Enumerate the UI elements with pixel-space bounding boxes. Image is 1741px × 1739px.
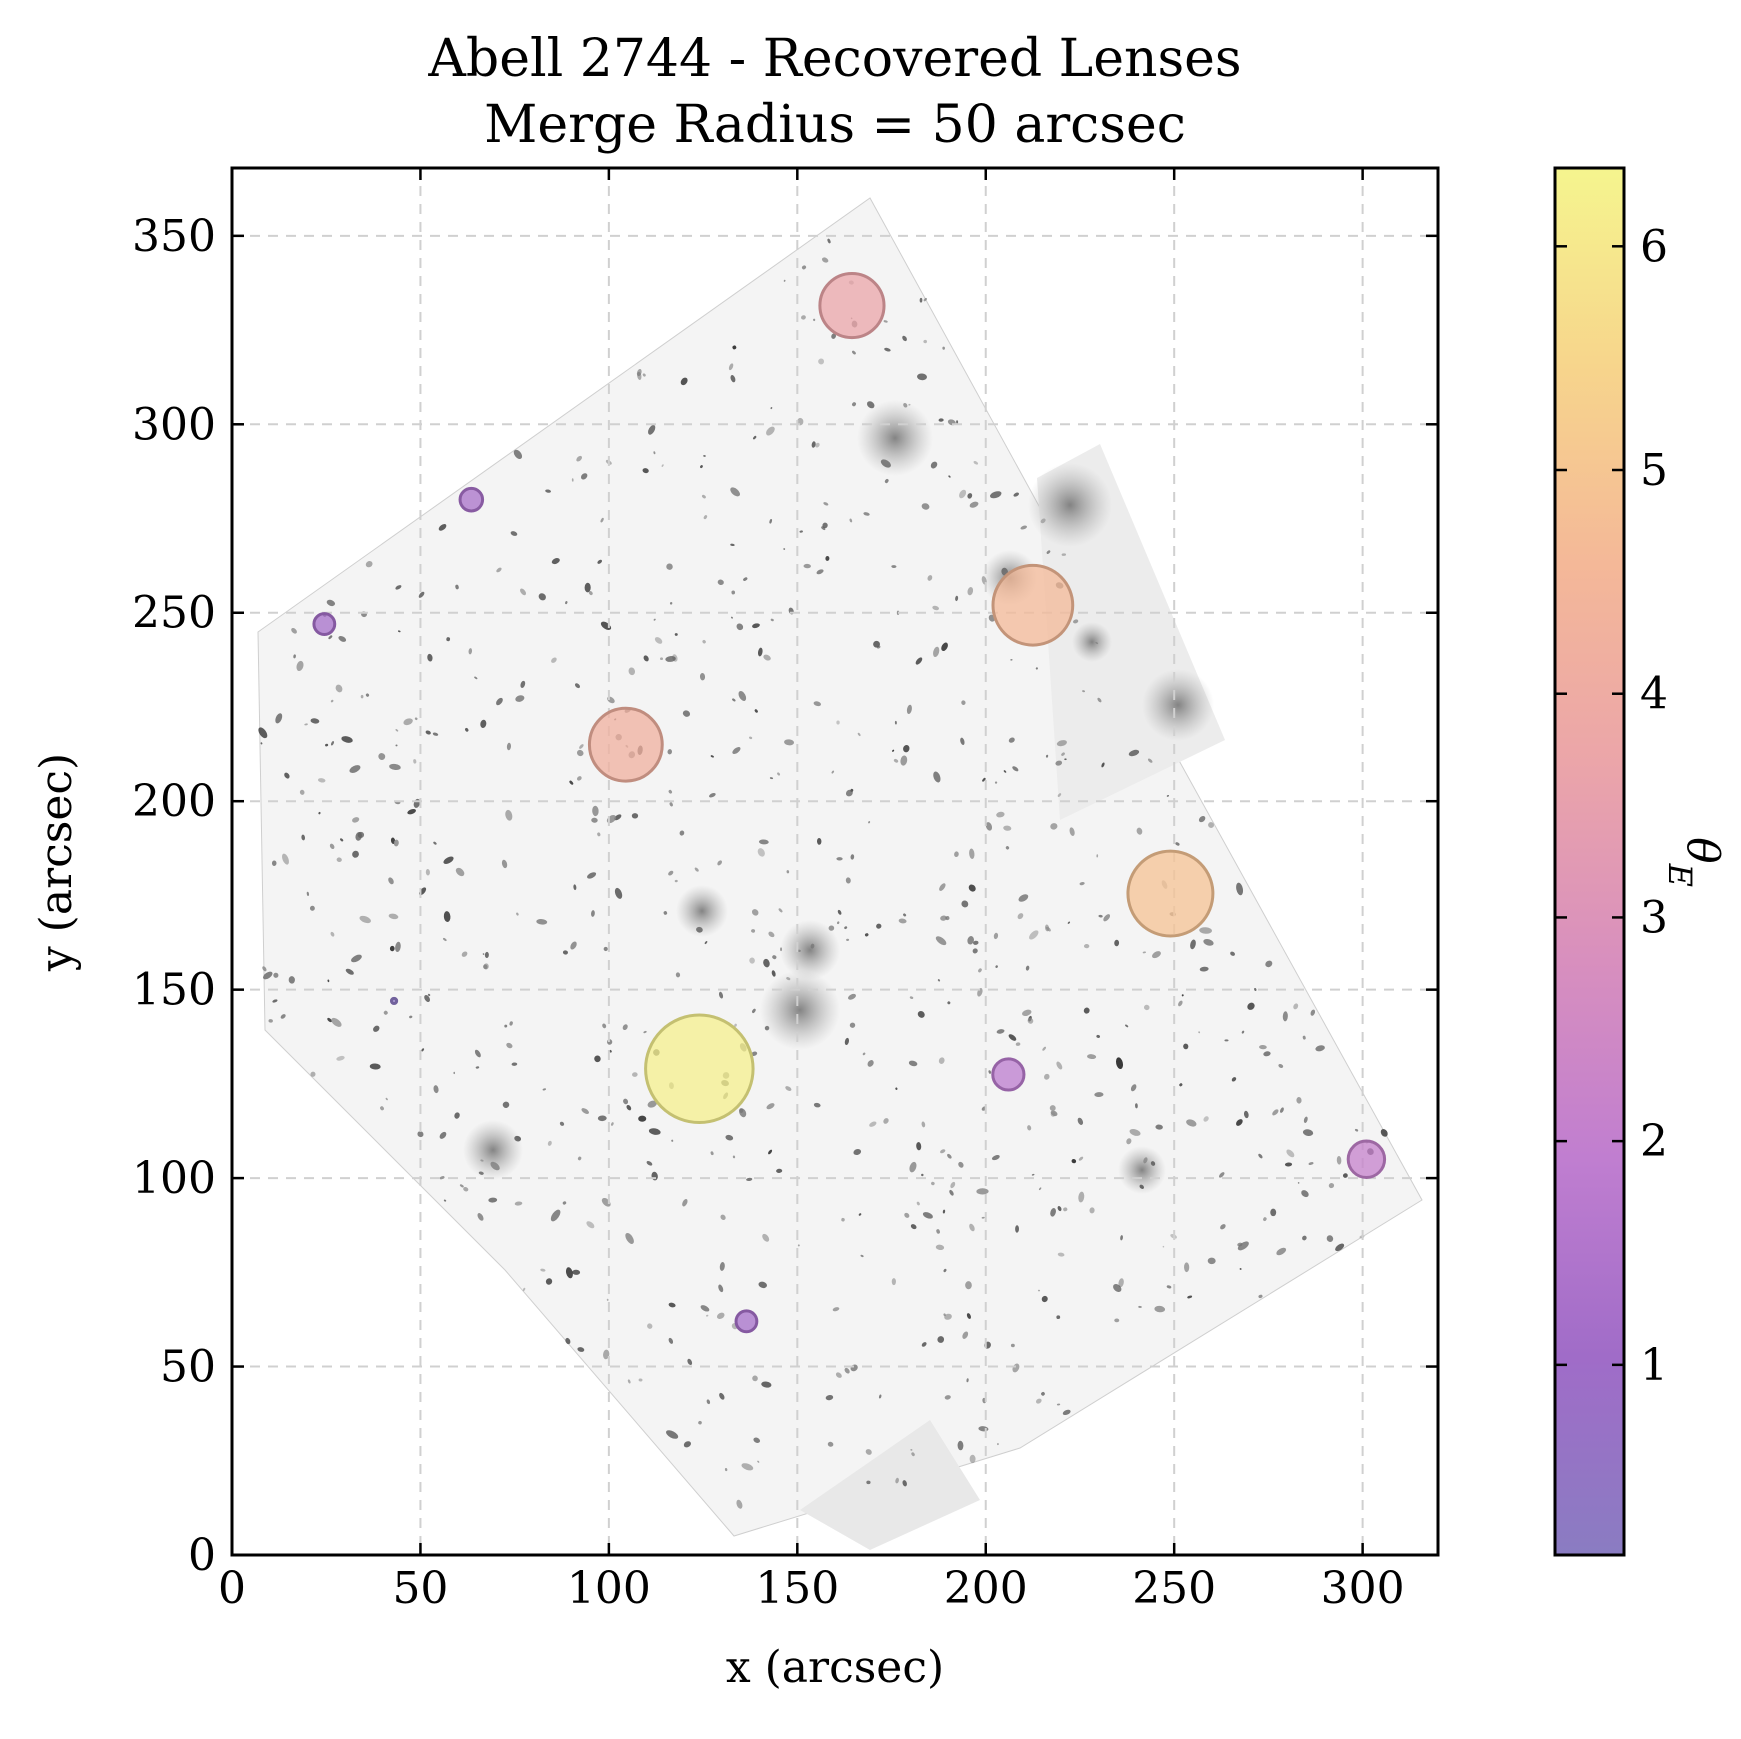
lens-marker <box>312 612 337 636</box>
y-tick-label: 300 <box>132 399 216 450</box>
grid <box>232 168 1438 1555</box>
x-tick-label: 300 <box>1321 1563 1405 1614</box>
image-footprint-bottom <box>800 1420 980 1550</box>
colorbar-tick-label: 6 <box>1640 221 1668 272</box>
lens-marker <box>1346 1139 1387 1179</box>
lens-marker <box>818 271 886 340</box>
chart-subtitle: Merge Radius = 50 arcsec <box>484 95 1186 155</box>
colorbar <box>1553 166 1626 1557</box>
y-tick-label: 100 <box>132 1153 216 1204</box>
x-tick-label: 0 <box>218 1563 246 1614</box>
lens-marker <box>991 1057 1026 1092</box>
lens-marker <box>1126 849 1215 938</box>
colorbar-tick-label: 2 <box>1640 1116 1668 1167</box>
y-axis-label: y (arcsec) <box>31 753 82 972</box>
y-tick-label: 150 <box>132 965 216 1016</box>
colorbar-tick-label: 1 <box>1640 1340 1668 1391</box>
colorbar-label-subscript: E <box>1661 863 1699 887</box>
x-tick-label: 250 <box>1132 1563 1216 1614</box>
y-tick-label: 0 <box>188 1530 216 1581</box>
lens-marker <box>587 706 664 783</box>
lens-markers <box>312 271 1387 1334</box>
y-tick-label: 200 <box>132 776 216 827</box>
plot-frame <box>230 166 1440 1557</box>
x-axis-label: x (arcsec) <box>726 1642 944 1693</box>
colorbar-tick-label: 4 <box>1640 669 1668 720</box>
colorbar-ticks: 1 2 3 4 5 6 <box>1555 221 1668 1391</box>
x-tick-label: 150 <box>755 1563 839 1614</box>
lens-marker <box>644 1013 755 1125</box>
y-axis-ticks: 0 50 100 150 200 250 300 350 <box>132 211 1438 1581</box>
chart-title: Abell 2744 - Recovered Lenses <box>427 29 1241 89</box>
x-tick-label: 100 <box>567 1563 651 1614</box>
y-tick-label: 350 <box>132 211 216 262</box>
lens-marker <box>458 486 485 513</box>
x-axis-ticks: 0 50 100 150 200 250 300 <box>218 168 1405 1614</box>
colorbar-label: θE <box>1661 837 1728 887</box>
y-tick-label: 250 <box>132 588 216 639</box>
lens-marker <box>991 563 1075 647</box>
y-tick-label: 50 <box>160 1342 216 1393</box>
lens-marker <box>389 996 399 1006</box>
image-footprint-main <box>257 197 1423 1537</box>
colorbar-tick-label: 3 <box>1640 892 1668 943</box>
lens-marker <box>734 1309 759 1334</box>
colorbar-tick-label: 5 <box>1640 445 1668 496</box>
background-image <box>257 197 1423 1550</box>
x-tick-label: 200 <box>944 1563 1028 1614</box>
x-tick-label: 50 <box>392 1563 448 1614</box>
